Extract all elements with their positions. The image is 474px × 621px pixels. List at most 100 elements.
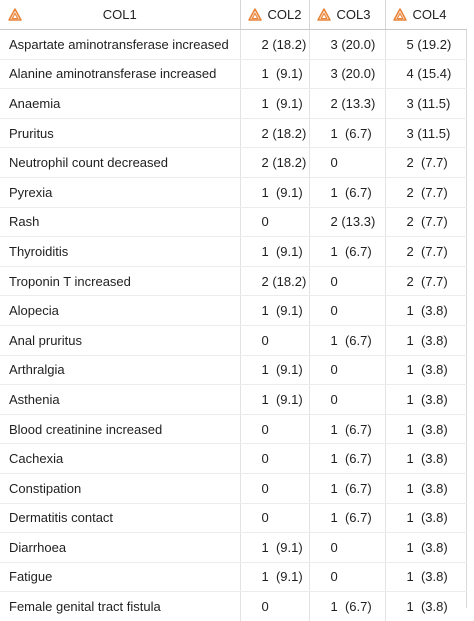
table-cell-col2[interactable]: 1 (9.1) [240, 177, 310, 208]
table-cell-col2[interactable]: 1 (9.1) [240, 88, 310, 119]
table-cell-col2[interactable]: 2 (18.2) [240, 118, 310, 149]
table-cell-col4[interactable]: 3 (11.5) [385, 88, 467, 119]
table-row[interactable]: Arthralgia 1 (9.1) 0 1 (3.8) [0, 355, 467, 386]
table-cell-col3[interactable]: 0 [309, 355, 386, 386]
column-header-col2[interactable]: COL2 [240, 0, 310, 30]
table-cell-col1[interactable]: Dermatitis contact [0, 503, 241, 534]
table-cell-col1[interactable]: Alanine aminotransferase increased [0, 59, 241, 90]
table-cell-col2[interactable]: 1 (9.1) [240, 562, 310, 593]
table-row[interactable]: Aspartate aminotransferase increased 2 (1… [0, 29, 467, 60]
table-cell-col1[interactable]: Arthralgia [0, 355, 241, 386]
table-cell-col1[interactable]: Pruritus [0, 118, 241, 149]
column-header-col1[interactable]: COL1 [0, 0, 241, 30]
table-cell-col1[interactable]: Anal pruritus [0, 325, 241, 356]
table-row[interactable]: Female genital tract fistula 0 1 (6.7) 1 (3… [0, 591, 467, 621]
table-cell-col1[interactable]: Anaemia [0, 88, 241, 119]
table-cell-col4[interactable]: 1 (3.8) [385, 414, 467, 445]
table-cell-col2[interactable]: 1 (9.1) [240, 384, 310, 415]
table-row[interactable]: Fatigue 1 (9.1) 0 1 (3.8) [0, 562, 467, 593]
table-cell-col3[interactable]: 0 [309, 266, 386, 297]
table-cell-col1[interactable]: Blood creatinine increased [0, 414, 241, 445]
table-cell-col4[interactable]: 2 (7.7) [385, 236, 467, 267]
table-cell-col1[interactable]: Rash [0, 207, 241, 238]
column-header-col3[interactable]: COL3 [309, 0, 386, 30]
table-cell-col2[interactable]: 0 [240, 414, 310, 445]
table-cell-col3[interactable]: 2 (13.3) [309, 88, 386, 119]
table-cell-col3[interactable]: 1 (6.7) [309, 414, 386, 445]
table-cell-col3[interactable]: 1 (6.7) [309, 236, 386, 267]
table-row[interactable]: Dermatitis contact 0 1 (6.7) 1 (3.8) [0, 503, 467, 534]
table-cell-col4[interactable]: 3 (11.5) [385, 118, 467, 149]
table-row[interactable]: Thyroiditis 1 (9.1) 1 (6.7) 2 (7.7) [0, 236, 467, 267]
column-header-col4[interactable]: COL4 [385, 0, 467, 30]
table-cell-col4[interactable]: 2 (7.7) [385, 147, 467, 178]
table-cell-col4[interactable]: 1 (3.8) [385, 473, 467, 504]
table-row[interactable]: Blood creatinine increased 0 1 (6.7) 1 (3.8… [0, 414, 467, 445]
table-cell-col2[interactable]: 1 (9.1) [240, 236, 310, 267]
table-cell-col3[interactable]: 3 (20.0) [309, 59, 386, 90]
table-cell-col4[interactable]: 1 (3.8) [406, 599, 448, 615]
table-cell-col3[interactable]: 1 (6.7) [309, 503, 386, 534]
table-row[interactable]: Troponin T increased 2 (18.2) 0 2 (7.7) [0, 266, 467, 297]
table-cell-col2[interactable]: 2 (18.2) [240, 147, 310, 178]
table-cell-col1[interactable]: Diarrhoea [0, 532, 241, 563]
table-cell-col3[interactable]: 2 (13.3) [309, 207, 386, 238]
table-cell-col4[interactable]: 1 (3.8) [385, 503, 467, 534]
table-cell-col2[interactable]: 0 [240, 503, 310, 534]
table-cell-col3[interactable]: 0 [309, 562, 386, 593]
table-cell-col1[interactable]: Thyroiditis [0, 236, 241, 267]
table-cell-col1[interactable]: Female genital tract fistula [0, 591, 241, 621]
table-cell-col3[interactable]: 1 (6.7) [309, 118, 386, 149]
table-cell-col3[interactable]: 1 (6.7) [309, 325, 386, 356]
table-cell-col4[interactable]: 1 (3.8) [385, 325, 467, 356]
table-cell-col1[interactable]: Pyrexia [0, 177, 241, 208]
table-row[interactable]: Pruritus 2 (18.2) 1 (6.7) 3 (11.5) [0, 118, 467, 149]
table-cell-col2[interactable]: 0 [240, 473, 310, 504]
table-row[interactable]: Neutrophil count decreased 2 (18.2) 0 2 (7.… [0, 147, 467, 178]
table-cell-col3[interactable]: 1 (6.7) [309, 591, 386, 621]
table-cell-col2[interactable]: 1 (9.1) [240, 355, 310, 386]
table-cell-col2[interactable]: 1 (9.1) [240, 295, 310, 326]
table-cell-col2[interactable]: 2 (18.2) [240, 266, 310, 297]
table-cell-col2[interactable]: 0 [240, 207, 310, 238]
table-cell-col2[interactable]: 0 [240, 443, 310, 474]
table-row[interactable]: Anal pruritus 0 1 (6.7) 1 (3.8) [0, 325, 467, 356]
table-cell-col1[interactable]: Fatigue [0, 562, 241, 593]
table-row[interactable]: Asthenia 1 (9.1) 0 1 (3.8) [0, 384, 467, 415]
table-cell-col1[interactable]: Neutrophil count decreased [0, 147, 241, 178]
table-cell-col2[interactable]: 0 [240, 325, 310, 356]
table-cell-col1[interactable]: Cachexia [0, 443, 241, 474]
table-cell-col2[interactable]: 2 (18.2) [240, 29, 310, 60]
table-cell-col1[interactable]: Asthenia [0, 384, 241, 415]
table-cell-col4[interactable]: 1 (3.8) [385, 384, 467, 415]
table-cell-col3[interactable]: 1 (6.7) [309, 177, 386, 208]
table-cell-col4[interactable]: 1 (3.8) [385, 355, 467, 386]
table-cell-col4[interactable]: 1 (3.8) [385, 443, 467, 474]
table-cell-col3[interactable]: 0 [309, 147, 386, 178]
table-row[interactable]: Alanine aminotransferase increased 1 (9.1… [0, 59, 467, 90]
table-cell-col3[interactable]: 0 [309, 532, 386, 563]
table-cell-col3[interactable]: 0 [309, 384, 386, 415]
table-cell-col4[interactable]: 2 (7.7) [385, 266, 467, 297]
table-cell-col4[interactable]: 2 (7.7) [385, 177, 467, 208]
table-row[interactable]: Alopecia 1 (9.1) 0 1 (3.8) [0, 295, 467, 326]
table-cell-col4[interactable]: 1 (3.8) [385, 562, 467, 593]
table-cell-col3[interactable]: 3 (20.0) [309, 29, 386, 60]
table-cell-col2[interactable]: 1 (9.1) [240, 59, 310, 90]
table-cell-col1[interactable]: Aspartate aminotransferase increased [0, 29, 241, 60]
table-cell-col3[interactable]: 1 (6.7) [309, 443, 386, 474]
table-row[interactable]: Pyrexia 1 (9.1) 1 (6.7) 2 (7.7) [0, 177, 467, 208]
table-row[interactable]: Diarrhoea 1 (9.1) 0 1 (3.8) [0, 532, 467, 563]
table-cell-col1[interactable]: Constipation [0, 473, 241, 504]
table-row[interactable]: Constipation 0 1 (6.7) 1 (3.8) [0, 473, 467, 504]
table-row[interactable]: Anaemia 1 (9.1) 2 (13.3) 3 (11.5) [0, 88, 467, 119]
table-row[interactable]: Rash 0 2 (13.3) 2 (7.7) [0, 207, 467, 238]
table-row[interactable]: Cachexia 0 1 (6.7) 1 (3.8) [0, 443, 467, 474]
table-cell-col4[interactable]: 1 (3.8) [385, 532, 467, 563]
table-cell-col3[interactable]: 1 (6.7) [309, 473, 386, 504]
table-cell-col4[interactable]: 4 (15.4) [385, 59, 467, 90]
table-cell-col2[interactable]: 0 [240, 591, 310, 621]
table-cell-col1[interactable]: Troponin T increased [0, 266, 241, 297]
table-cell-col1[interactable]: Alopecia [0, 295, 241, 326]
table-cell-col2[interactable]: 1 (9.1) [240, 532, 310, 563]
